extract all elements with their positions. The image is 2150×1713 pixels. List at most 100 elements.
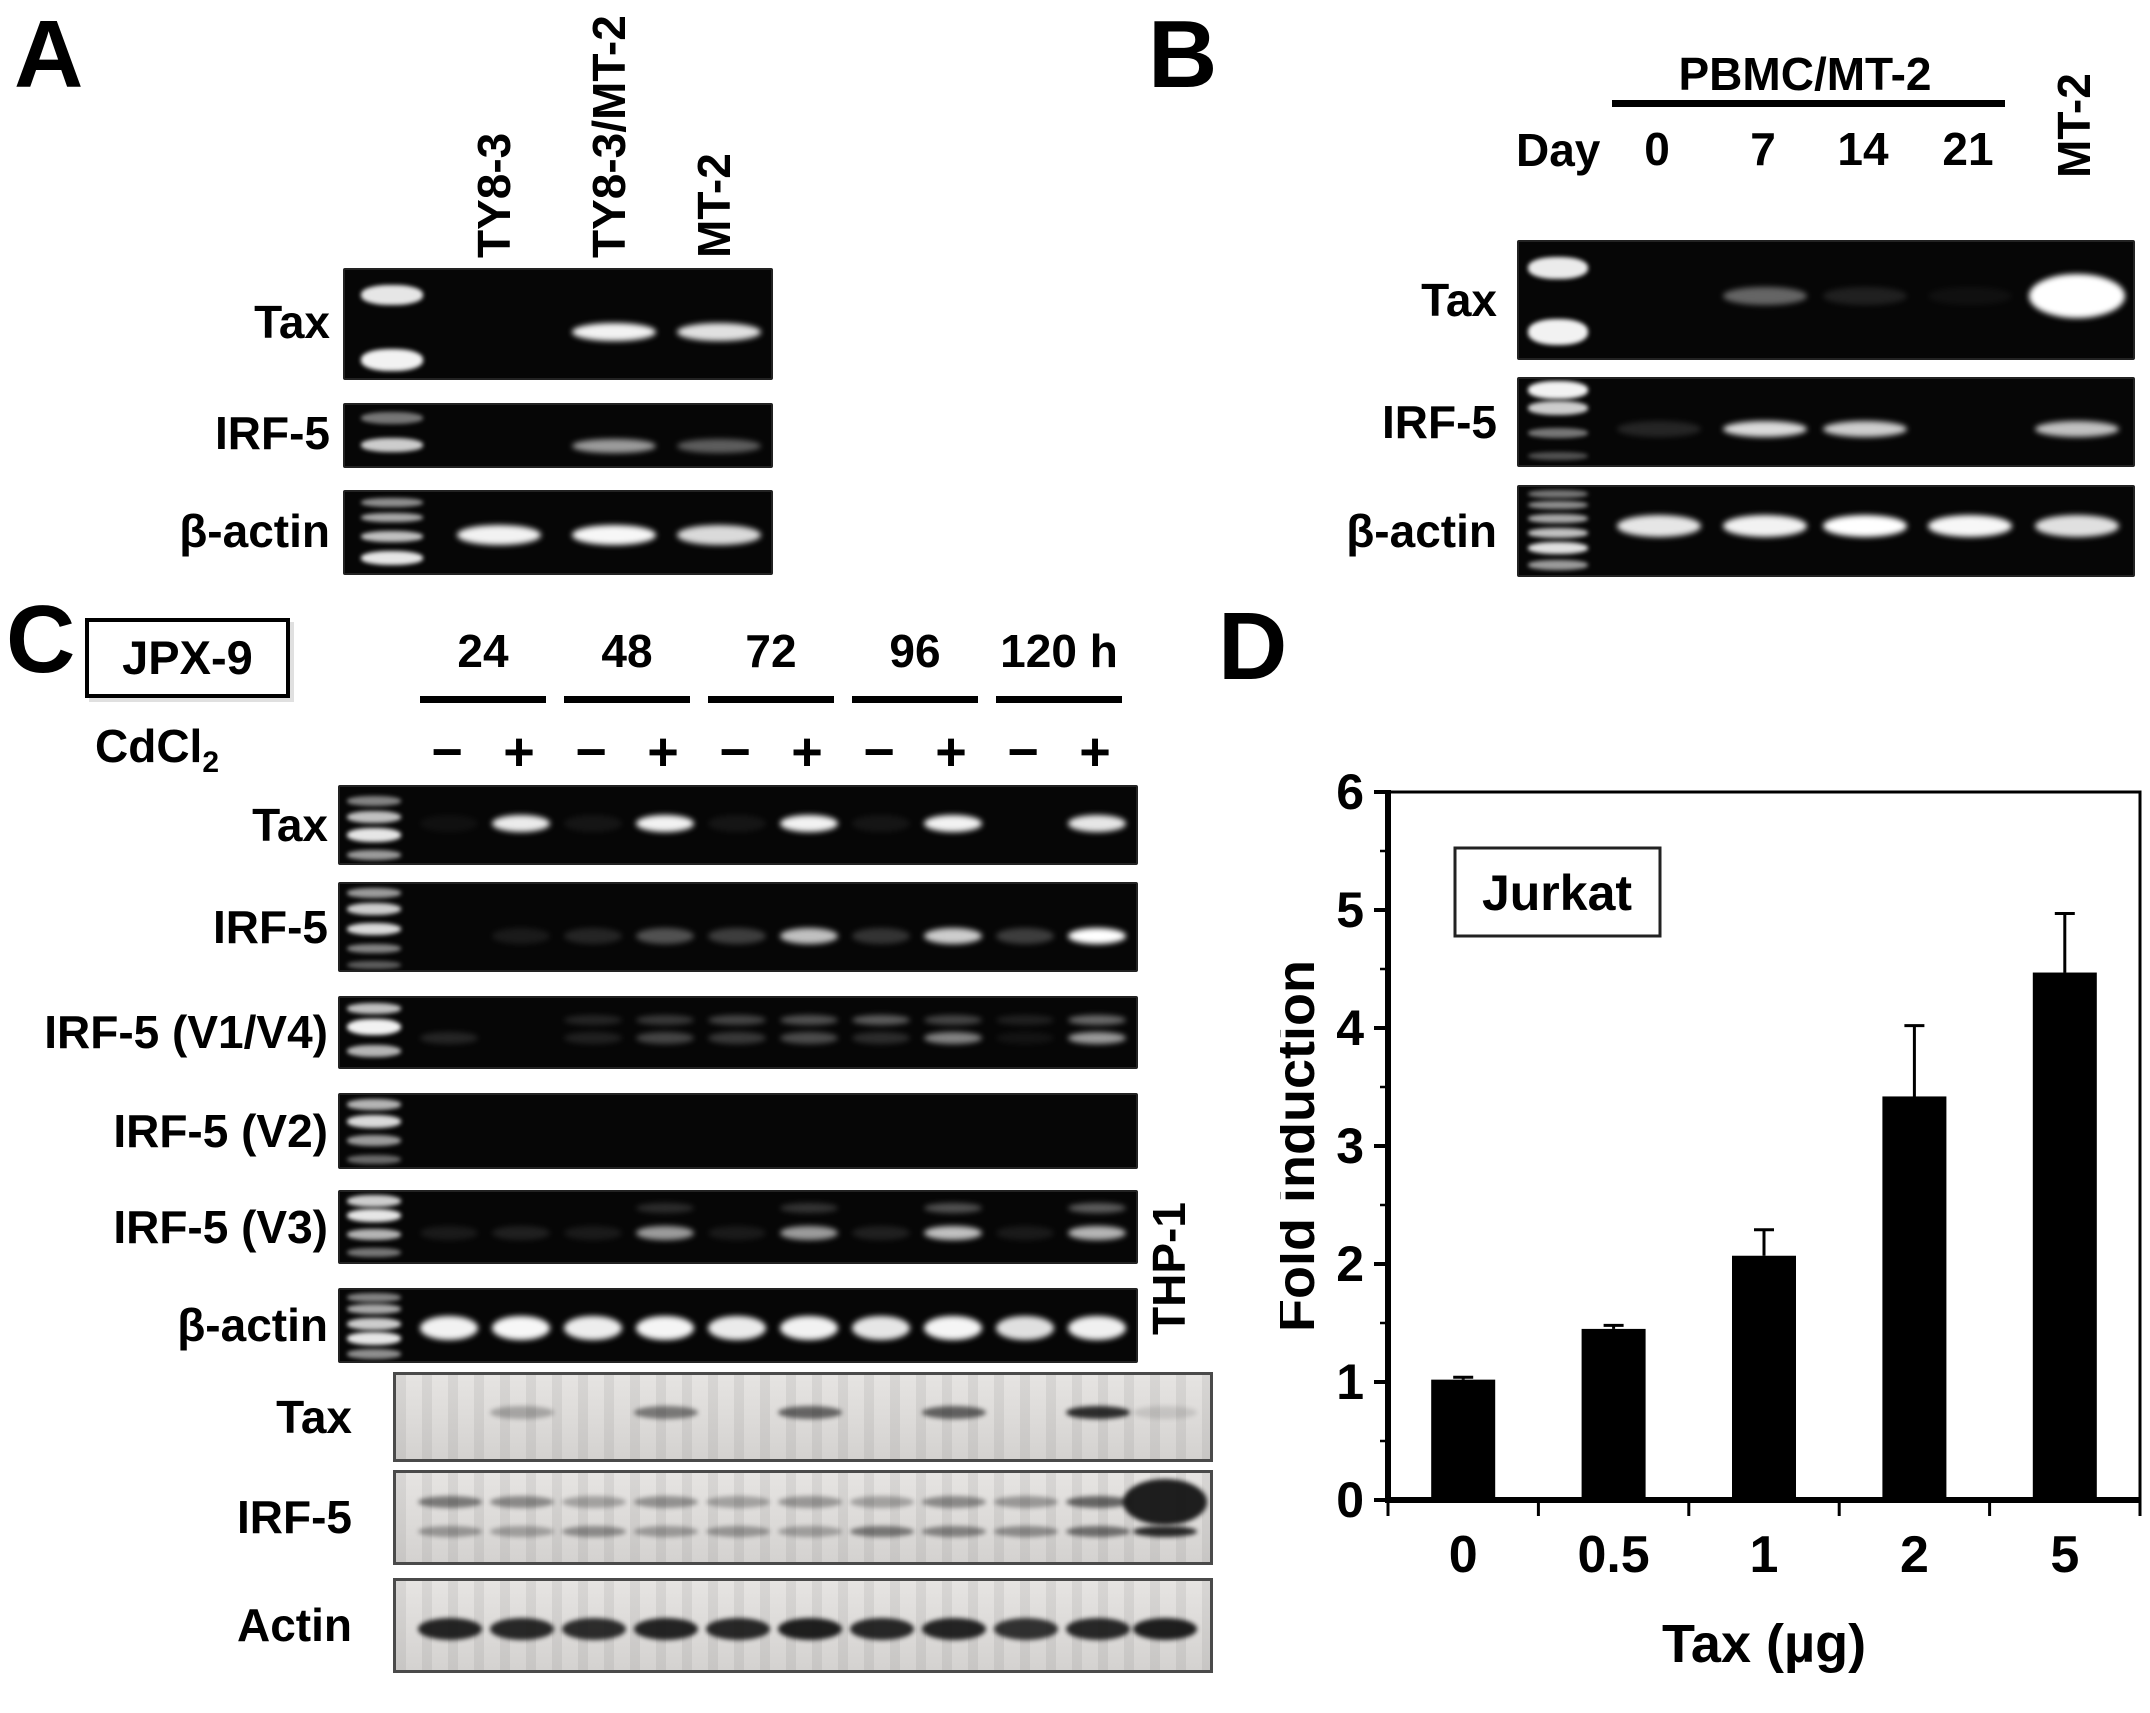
gel-band	[924, 1014, 982, 1025]
gel-band	[780, 928, 838, 945]
ladder-band	[347, 1135, 401, 1147]
gel-band	[778, 1495, 842, 1508]
gel-band	[420, 1032, 478, 1045]
gel-band	[994, 1495, 1058, 1508]
gel-band	[1066, 1406, 1130, 1420]
gel-band	[778, 1617, 842, 1640]
gel-band	[778, 1526, 842, 1538]
gel-band	[634, 1617, 698, 1640]
ladder-band	[347, 1229, 401, 1241]
ladder-band	[361, 284, 423, 305]
panel-b-day-value: 21	[1942, 123, 1994, 175]
western-blot-actin	[393, 1578, 1213, 1673]
gel-band	[564, 1315, 622, 1340]
gel-band	[922, 1495, 986, 1508]
ladder-band	[1528, 528, 1588, 538]
gel-band	[1723, 514, 1807, 537]
y-axis-tick-label: 0	[1336, 1472, 1364, 1528]
gel-band	[1133, 1406, 1197, 1420]
panel-c-plus-sign: +	[935, 722, 967, 782]
gel-band	[457, 524, 541, 545]
gel-band	[2035, 514, 2119, 537]
ladder-band	[361, 412, 423, 424]
ladder-band	[1528, 319, 1588, 345]
gel-band	[780, 1203, 838, 1214]
gel-band	[677, 322, 761, 341]
gel-band	[677, 524, 761, 545]
panel-c-plus-sign: +	[647, 722, 679, 782]
gel-band	[924, 1032, 982, 1045]
gel-band	[1133, 1617, 1197, 1640]
ladder-band	[1528, 513, 1588, 523]
panel-c-time-label: 96	[889, 625, 941, 677]
panel-c-blot-label-irf5: IRF-5	[237, 1491, 352, 1543]
gel-band	[490, 1495, 554, 1508]
gel-band	[1068, 1032, 1126, 1045]
y-axis-tick-label: 6	[1336, 764, 1364, 820]
gel-band	[562, 1526, 626, 1538]
panel-b-mt2-label: MT-2	[2048, 73, 2101, 178]
panel-c-time-underline	[996, 696, 1122, 703]
ladder-band	[347, 944, 401, 954]
gel-band	[996, 1032, 1054, 1045]
y-axis-tick-label: 4	[1336, 1000, 1364, 1056]
ladder-band	[347, 796, 401, 807]
gel-band	[636, 928, 694, 945]
panel-a-row-label-bactin: β-actin	[179, 505, 330, 557]
ladder-band	[1528, 451, 1588, 460]
gel-band	[706, 1617, 770, 1640]
ladder-band	[347, 1115, 401, 1129]
gel-band	[2029, 274, 2125, 318]
ladder-band	[347, 1332, 401, 1346]
panel-c-blot-label-tax: Tax	[276, 1391, 352, 1443]
panel-c-plus-sign: +	[503, 722, 535, 782]
gel-band	[1066, 1526, 1130, 1538]
y-axis-tick-label: 5	[1336, 882, 1364, 938]
gel-band	[924, 1225, 982, 1240]
ladder-band	[1528, 428, 1588, 438]
gel-band	[418, 1617, 482, 1640]
panel-c-blot-label-actin: Actin	[237, 1599, 352, 1651]
gel-band	[778, 1406, 842, 1420]
ladder-band	[347, 1003, 401, 1015]
ladder-band	[347, 811, 401, 824]
ladder-band	[1528, 490, 1588, 499]
y-axis-tick-label: 2	[1336, 1236, 1364, 1292]
treatment-base: CdCl	[95, 720, 203, 772]
bar	[1431, 1379, 1496, 1500]
gel-band	[996, 1225, 1054, 1240]
gel-band	[490, 1526, 554, 1538]
gel-band	[708, 1014, 766, 1025]
gel-band	[996, 1014, 1054, 1025]
ladder-band	[347, 1293, 401, 1302]
gel-band	[564, 928, 622, 945]
gel-band	[418, 1526, 482, 1538]
gel-band	[922, 1406, 986, 1420]
panel-c-time-label: 72	[745, 625, 797, 677]
gel-band	[2035, 420, 2119, 437]
gel-band	[492, 814, 550, 832]
gel-a-irf5	[343, 403, 773, 468]
gel-band	[634, 1495, 698, 1508]
gel-band	[490, 1406, 554, 1420]
panel-b-row-label-irf5: IRF-5	[1382, 396, 1497, 448]
ladder-band	[361, 551, 423, 566]
gel-band	[1133, 1526, 1197, 1538]
gel-band	[1723, 287, 1807, 305]
panel-c-cell-line-box: JPX-9	[85, 618, 290, 698]
panel-c-treatment-label: CdCl2	[95, 720, 219, 789]
gel-band	[636, 1315, 694, 1340]
ladder-band	[1528, 400, 1588, 415]
panel-c-row-label-v1v4: IRF-5 (V1/V4)	[44, 1006, 328, 1058]
ladder-band	[347, 961, 401, 969]
gel-band	[420, 1315, 478, 1340]
ladder-band	[347, 1209, 401, 1223]
ladder-band	[361, 497, 423, 507]
gel-band	[1068, 1225, 1126, 1240]
panel-c-minus-sign: −	[863, 722, 895, 782]
panel-a-col-label: MT-2	[688, 153, 741, 258]
gel-band	[1068, 928, 1126, 945]
gel-band	[572, 524, 656, 545]
western-blot-irf5	[393, 1470, 1213, 1565]
gel-band	[572, 438, 656, 453]
